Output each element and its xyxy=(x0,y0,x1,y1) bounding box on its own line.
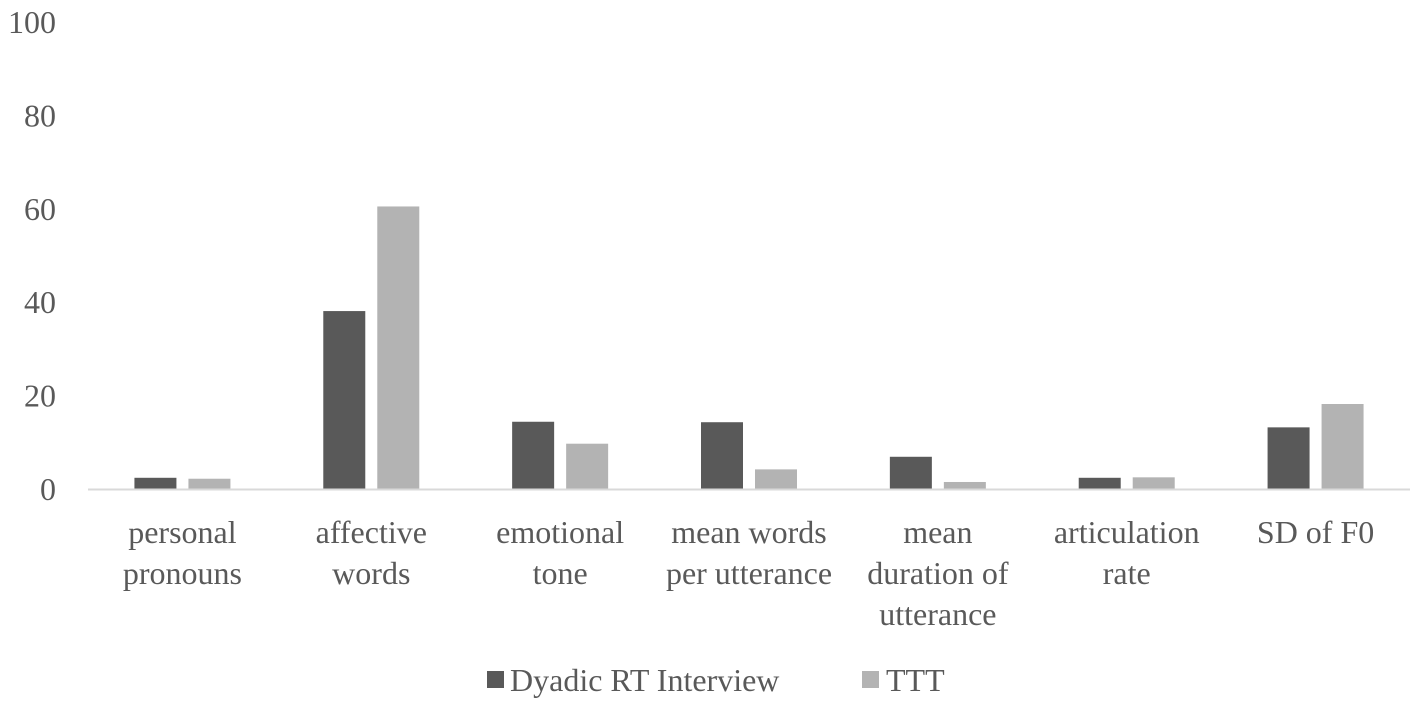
bar-ttt-3 xyxy=(755,469,797,489)
y-axis: 0 20 40 60 80 100 xyxy=(8,4,56,507)
bar-ttt-6 xyxy=(1321,404,1364,489)
y-tick-label: 40 xyxy=(24,284,56,320)
bar-ttt-4 xyxy=(943,481,986,489)
x-tick-label-line: per utterance xyxy=(666,555,832,591)
x-tick-label: mean words per utterance xyxy=(666,514,832,591)
x-tick-label: affective words xyxy=(316,514,427,591)
x-tick-label-line: mean xyxy=(903,514,972,550)
bar-dyadic-rt-interview-2 xyxy=(512,421,555,489)
x-tick-label: articulation rate xyxy=(1054,514,1200,591)
y-tick-label: 80 xyxy=(24,97,56,133)
bar-dyadic-rt-interview-6 xyxy=(1267,427,1310,489)
legend-label: Dyadic RT Interview xyxy=(510,662,779,698)
x-tick-label-line: utterance xyxy=(879,596,996,632)
x-tick-label-line: rate xyxy=(1103,555,1151,591)
bar-dyadic-rt-interview-5 xyxy=(1078,477,1121,489)
x-axis-labels: personal pronouns affective words emotional t… xyxy=(123,514,1374,632)
bar-ttt-1 xyxy=(377,206,420,489)
bar-dyadic-rt-interview-1 xyxy=(323,311,366,489)
x-tick-label-line: emotional xyxy=(496,514,624,550)
y-tick-label: 20 xyxy=(24,378,56,414)
x-tick-label-line: mean words xyxy=(671,514,827,550)
x-tick-label-line: duration of xyxy=(867,555,1009,591)
y-tick-label: 100 xyxy=(8,4,56,40)
x-tick-label-line: affective xyxy=(316,514,427,550)
legend-swatch xyxy=(862,671,879,688)
x-tick-label-line: pronouns xyxy=(123,555,242,591)
bar-dyadic-rt-interview-4 xyxy=(889,456,932,489)
y-tick-label: 0 xyxy=(40,471,56,507)
bar-ttt-0 xyxy=(188,478,231,489)
legend: Dyadic RT Interview TTT xyxy=(487,662,945,698)
x-tick-label: mean duration of utterance xyxy=(867,514,1009,632)
x-tick-label: emotional tone xyxy=(496,514,624,591)
bar-dyadic-rt-interview-0 xyxy=(134,477,177,489)
y-tick-label: 60 xyxy=(24,191,56,227)
x-tick-label-line: articulation xyxy=(1054,514,1200,550)
x-tick-label-line: SD of F0 xyxy=(1257,514,1374,550)
bar-ttt-2 xyxy=(566,443,609,489)
x-tick-label: personal pronouns xyxy=(123,514,242,591)
x-tick-label: SD of F0 xyxy=(1257,514,1374,550)
legend-label: TTT xyxy=(886,662,945,698)
x-tick-label-line: words xyxy=(332,555,410,591)
x-tick-label-line: personal xyxy=(128,514,237,550)
legend-item: TTT xyxy=(862,662,945,698)
legend-item: Dyadic RT Interview xyxy=(487,662,779,698)
bar-dyadic-rt-interview-3 xyxy=(701,422,743,489)
legend-swatch xyxy=(487,671,504,688)
bars xyxy=(134,206,1364,489)
bar-ttt-5 xyxy=(1132,477,1175,489)
x-tick-label-line: tone xyxy=(533,555,588,591)
